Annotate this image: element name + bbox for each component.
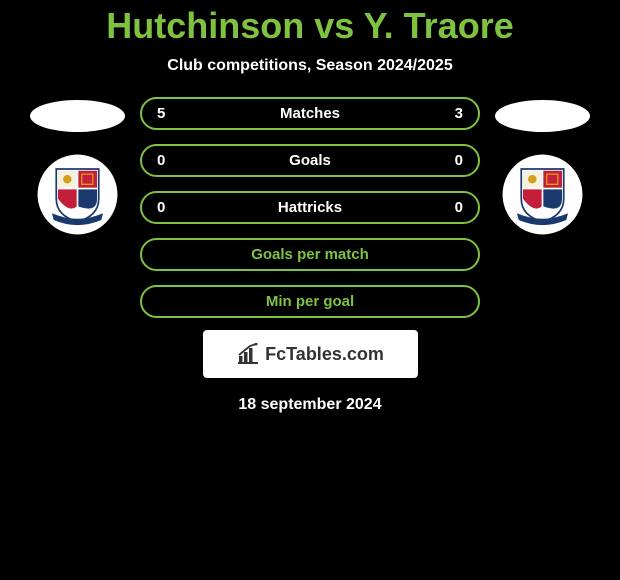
stat-label: Min per goal (266, 293, 354, 310)
stat-label: Goals per match (251, 246, 369, 263)
stat-right-value: 3 (455, 105, 463, 122)
stat-label: Matches (280, 105, 340, 122)
stat-left-value: 0 (157, 199, 165, 216)
logo-text: FcTables.com (265, 344, 384, 365)
stat-left-value: 0 (157, 152, 165, 169)
right-player-column (495, 97, 590, 237)
subtitle: Club competitions, Season 2024/2025 (167, 57, 452, 75)
left-ellipse (30, 100, 125, 132)
date: 18 september 2024 (238, 396, 381, 414)
chart-icon (236, 343, 260, 365)
stat-row-min-per-goal: Min per goal (140, 285, 480, 318)
left-crest (35, 152, 120, 237)
page-title: Hutchinson vs Y. Traore (106, 5, 513, 47)
left-player-column (30, 97, 125, 237)
right-ellipse (495, 100, 590, 132)
right-crest (500, 152, 585, 237)
main-content: 5 Matches 3 0 Goals 0 0 Hattricks 0 Goal… (0, 97, 620, 318)
logo-box[interactable]: FcTables.com (203, 330, 418, 378)
stats-column: 5 Matches 3 0 Goals 0 0 Hattricks 0 Goal… (140, 97, 480, 318)
stat-left-value: 5 (157, 105, 165, 122)
stat-row-matches: 5 Matches 3 (140, 97, 480, 130)
stat-row-goals: 0 Goals 0 (140, 144, 480, 177)
stat-row-hattricks: 0 Hattricks 0 (140, 191, 480, 224)
stat-label: Hattricks (278, 199, 342, 216)
stat-right-value: 0 (455, 199, 463, 216)
stat-right-value: 0 (455, 152, 463, 169)
stat-row-goals-per-match: Goals per match (140, 238, 480, 271)
stat-label: Goals (289, 152, 331, 169)
